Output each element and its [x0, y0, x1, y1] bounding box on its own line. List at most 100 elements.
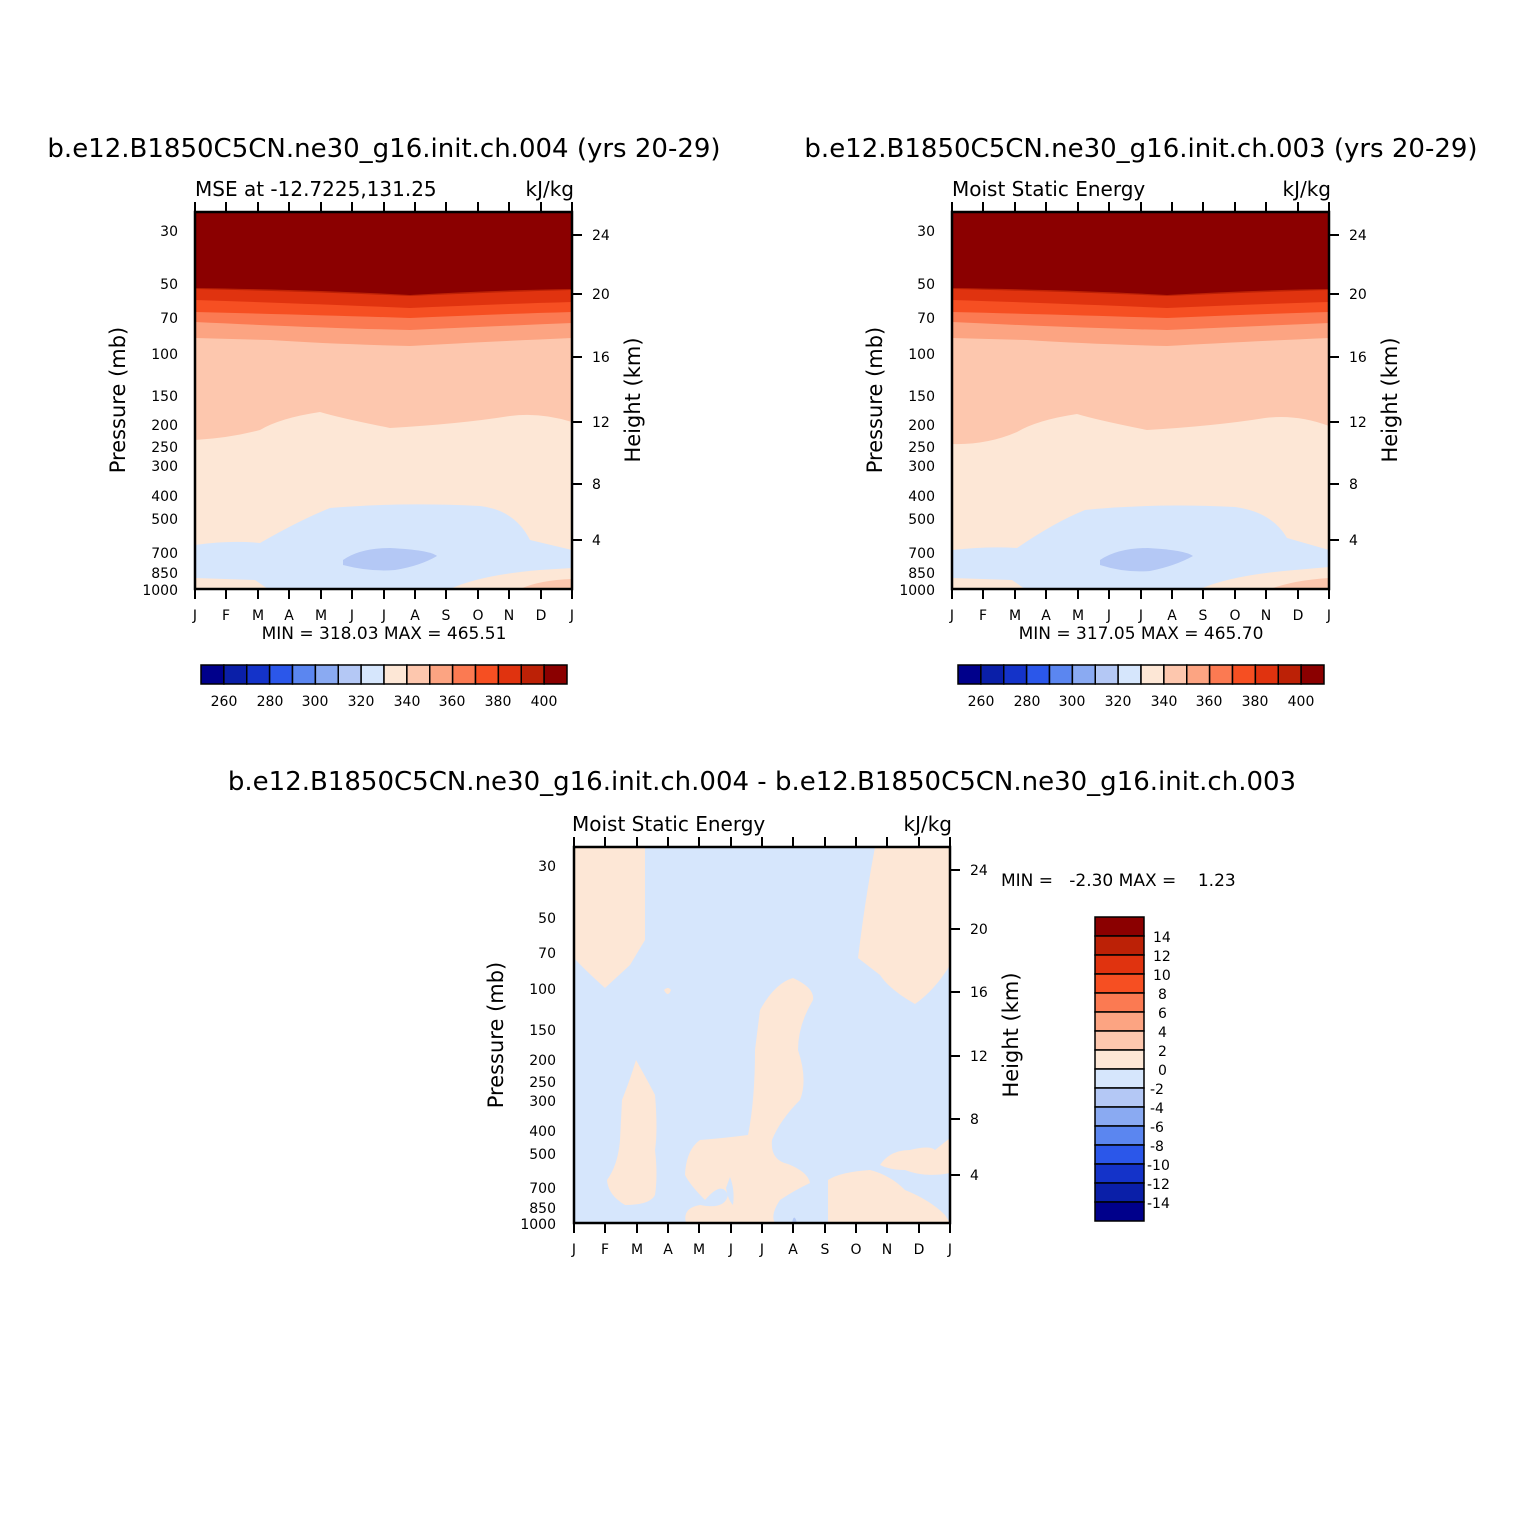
svg-text:4: 4: [970, 1168, 979, 1184]
svg-text:150: 150: [908, 389, 935, 405]
svg-text:M: M: [1009, 608, 1021, 624]
svg-text:4: 4: [1158, 1025, 1167, 1041]
panel-2-contours: [952, 212, 1329, 589]
colorbar-swatch: [1163, 664, 1188, 685]
colorbar-swatch: [1254, 664, 1279, 685]
svg-text:J: J: [1326, 608, 1331, 624]
svg-text:70: 70: [538, 946, 556, 962]
colorbar-swatch: [1094, 1182, 1145, 1203]
colorbar-swatch: [1300, 664, 1325, 685]
colorbar-swatch: [1094, 935, 1145, 956]
colorbar-swatch: [1094, 1087, 1145, 1108]
svg-text:1000: 1000: [899, 583, 935, 599]
colorbar-swatch: [1094, 954, 1145, 975]
panel-1-subtitle-left: MSE at -12.7225,131.25: [195, 177, 437, 201]
svg-text:N: N: [1261, 608, 1271, 624]
svg-text:400: 400: [1288, 694, 1315, 710]
panel-3-colorbar: [1094, 916, 1145, 1222]
colorbar-swatch: [383, 664, 408, 685]
svg-text:1000: 1000: [520, 1217, 556, 1233]
panel-2-ylabel-right: Height (km): [1378, 337, 1402, 462]
svg-text:280: 280: [1014, 694, 1041, 710]
panel-3-colorbar-labels: 14 12 10 8 6 4 2 0 -2 -4 -6 -8 -10 -12 -14: [1147, 930, 1171, 1212]
panel-2-units: kJ/kg: [1283, 177, 1332, 201]
colorbar-swatch: [1208, 664, 1234, 685]
panel-2-ylabel: Pressure (mb): [863, 327, 887, 474]
svg-text:6: 6: [1158, 1006, 1167, 1022]
colorbar-swatch: [1094, 1049, 1145, 1070]
panel-1-title: b.e12.B1850C5CN.ne30_g16.init.ch.004 (yr…: [47, 134, 720, 164]
panel-2-subtitle-left: Moist Static Energy: [952, 177, 1145, 201]
svg-text:8: 8: [1158, 987, 1167, 1003]
svg-text:250: 250: [529, 1075, 556, 1091]
svg-text:A: A: [663, 1242, 673, 1258]
svg-text:320: 320: [1105, 694, 1132, 710]
svg-text:380: 380: [1242, 694, 1269, 710]
colorbar-swatch: [957, 664, 982, 685]
colorbar-swatch: [200, 664, 225, 685]
svg-text:400: 400: [908, 489, 935, 505]
svg-text:50: 50: [538, 911, 556, 927]
svg-text:4: 4: [592, 533, 601, 549]
colorbar-swatch: [1117, 664, 1142, 685]
colorbar-swatch: [451, 664, 477, 685]
svg-text:F: F: [601, 1242, 609, 1258]
svg-text:-8: -8: [1150, 1139, 1164, 1155]
svg-text:M: M: [1072, 608, 1084, 624]
svg-text:J: J: [381, 608, 386, 624]
panel-3-ylabel: Pressure (mb): [484, 962, 508, 1109]
svg-text:J: J: [571, 1242, 576, 1258]
colorbar-swatch: [337, 664, 362, 685]
svg-text:850: 850: [529, 1201, 556, 1217]
panel-1-colorbar-labels: 260 280 300 320 340 360 380 400: [211, 694, 558, 710]
colorbar-swatch: [1186, 664, 1211, 685]
svg-text:24: 24: [1349, 228, 1367, 244]
svg-text:J: J: [947, 1242, 952, 1258]
panel-3-ticks: [573, 837, 960, 1233]
svg-text:12: 12: [592, 415, 610, 431]
svg-text:M: M: [693, 1242, 705, 1258]
colorbar-swatch: [1277, 664, 1302, 685]
colorbar-swatch: [1231, 664, 1257, 685]
colorbar-swatch: [1048, 664, 1074, 685]
colorbar-swatch: [429, 664, 454, 685]
panel-3-title: b.e12.B1850C5CN.ne30_g16.init.ch.004 - b…: [228, 767, 1296, 797]
svg-text:100: 100: [908, 347, 935, 363]
colorbar-swatch: [1140, 664, 1165, 685]
colorbar-swatch: [1094, 973, 1145, 994]
svg-text:-10: -10: [1147, 1158, 1170, 1174]
panel-3-ylabel-right: Height (km): [999, 972, 1023, 1097]
svg-text:-12: -12: [1147, 1177, 1170, 1193]
svg-text:700: 700: [529, 1181, 556, 1197]
svg-text:340: 340: [1151, 694, 1178, 710]
svg-text:S: S: [1199, 608, 1208, 624]
svg-text:M: M: [631, 1242, 643, 1258]
panel-2-colorbar-labels: 260 280 300 320 340 360 380 400: [968, 694, 1315, 710]
svg-text:O: O: [472, 608, 483, 624]
svg-text:S: S: [442, 608, 451, 624]
panel-3: b.e12.B1850C5CN.ne30_g16.init.ch.004 - b…: [228, 767, 1296, 1258]
svg-text:400: 400: [531, 694, 558, 710]
svg-text:850: 850: [908, 566, 935, 582]
panel-1-ylabel: Pressure (mb): [106, 327, 130, 474]
svg-text:340: 340: [394, 694, 421, 710]
panel-3-y-right-tick-labels: 24 20 16 12 8 4: [970, 863, 988, 1184]
svg-text:380: 380: [485, 694, 512, 710]
svg-text:16: 16: [970, 985, 988, 1001]
svg-text:30: 30: [160, 224, 178, 240]
colorbar-swatch: [360, 664, 385, 685]
svg-text:320: 320: [348, 694, 375, 710]
panel-2: b.e12.B1850C5CN.ne30_g16.init.ch.003 (yr…: [804, 134, 1477, 710]
svg-text:N: N: [882, 1242, 892, 1258]
svg-text:500: 500: [529, 1147, 556, 1163]
colorbar-swatch: [1094, 1201, 1145, 1222]
svg-text:300: 300: [151, 459, 178, 475]
panel-2-min-max: MIN = 317.05 MAX = 465.70: [1019, 624, 1264, 644]
colorbar-swatch: [1094, 1106, 1145, 1127]
svg-text:J: J: [728, 1242, 733, 1258]
svg-text:14: 14: [1153, 930, 1171, 946]
svg-text:J: J: [949, 608, 954, 624]
